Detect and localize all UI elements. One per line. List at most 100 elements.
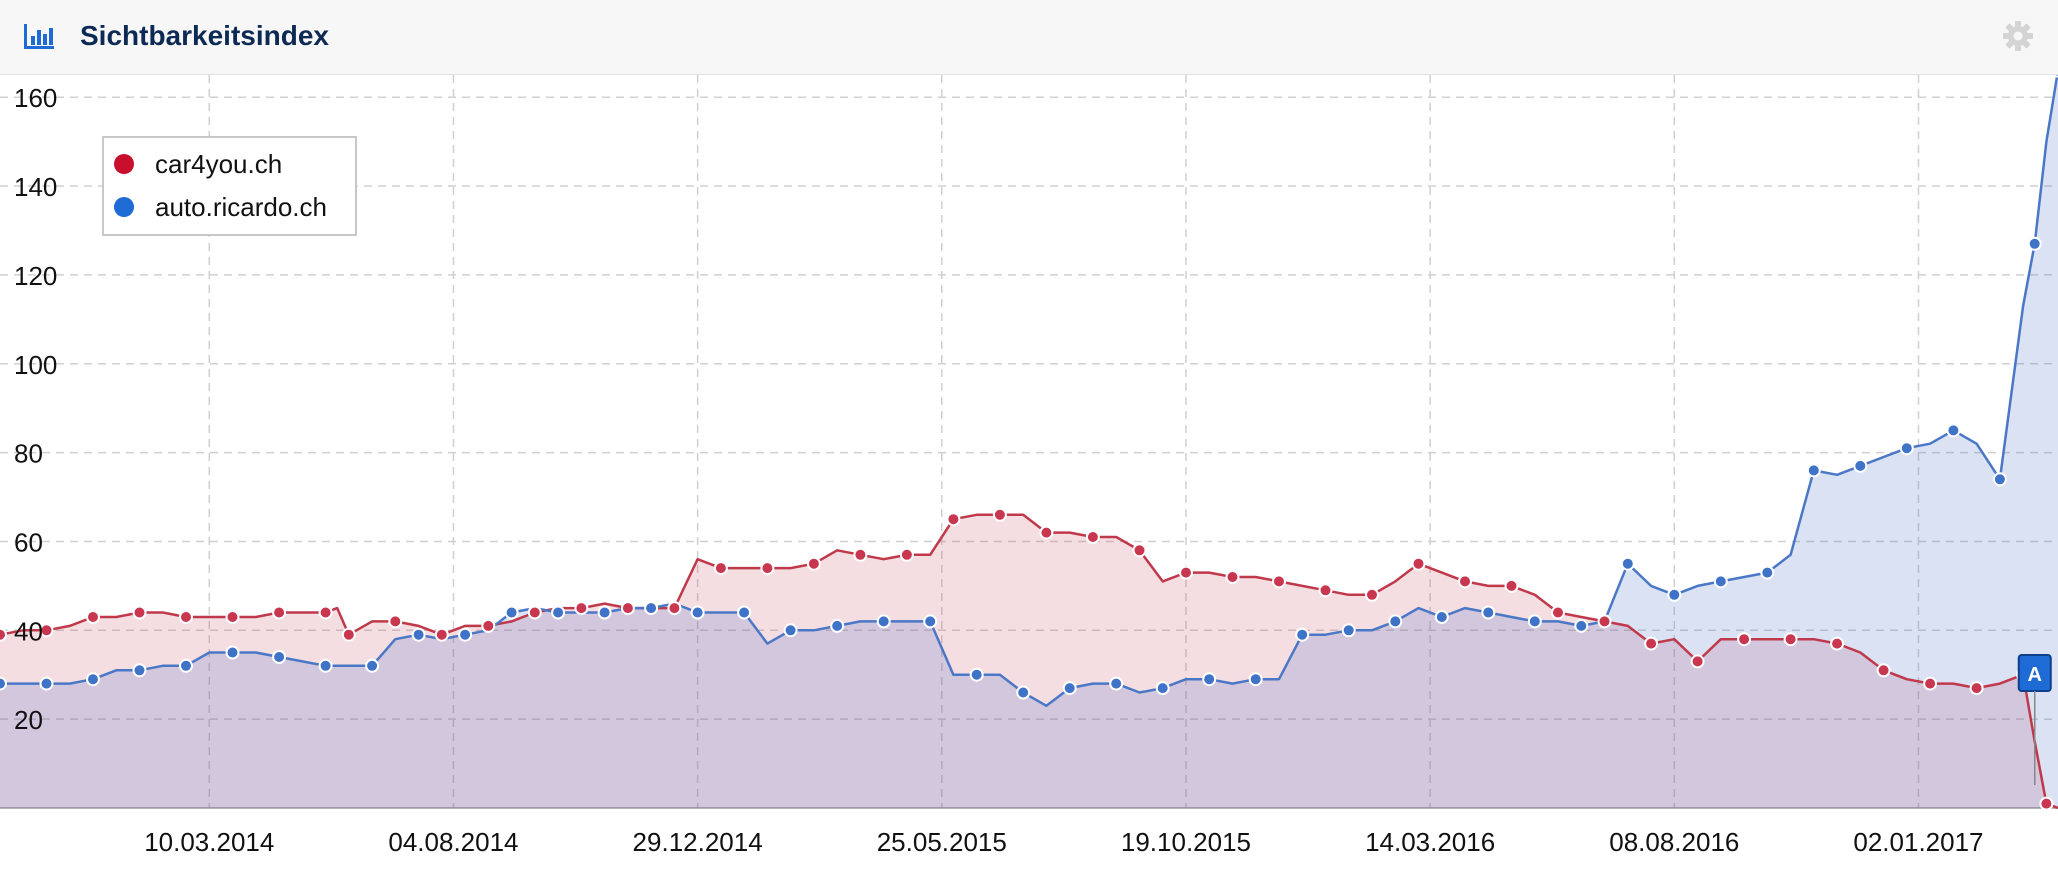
- data-point[interactable]: [992, 507, 1007, 522]
- data-point[interactable]: [39, 623, 54, 638]
- data-point[interactable]: [0, 676, 7, 691]
- data-point[interactable]: [272, 605, 287, 620]
- data-point[interactable]: [1597, 614, 1612, 629]
- data-point[interactable]: [481, 618, 496, 633]
- data-point[interactable]: [1690, 654, 1705, 669]
- data-point[interactable]: [830, 618, 845, 633]
- data-point[interactable]: [1202, 672, 1217, 687]
- data-point[interactable]: [1713, 574, 1728, 589]
- data-point[interactable]: [1388, 614, 1403, 629]
- data-point[interactable]: [1574, 618, 1589, 633]
- data-point[interactable]: [318, 658, 333, 673]
- data-point[interactable]: [2039, 796, 2054, 811]
- data-point[interactable]: [574, 601, 589, 616]
- data-point[interactable]: [1923, 676, 1938, 691]
- data-point[interactable]: [1853, 458, 1868, 473]
- annotation-label: A: [2028, 664, 2042, 686]
- data-point[interactable]: [644, 601, 659, 616]
- data-point[interactable]: [272, 650, 287, 664]
- data-point[interactable]: [1876, 663, 1891, 678]
- data-point[interactable]: [1481, 605, 1496, 620]
- data-point[interactable]: [1039, 525, 1054, 540]
- data-point[interactable]: [946, 512, 961, 527]
- data-point[interactable]: [1992, 472, 2007, 487]
- data-point[interactable]: [1969, 681, 1984, 696]
- data-point[interactable]: [1272, 574, 1286, 589]
- data-point[interactable]: [1504, 578, 1519, 593]
- data-point[interactable]: [1109, 676, 1124, 691]
- data-point[interactable]: [806, 556, 821, 571]
- data-point[interactable]: [318, 605, 333, 620]
- data-point[interactable]: [1132, 543, 1147, 558]
- data-point[interactable]: [458, 627, 473, 642]
- data-point[interactable]: [504, 605, 519, 620]
- x-tick-label: 04.08.2014: [388, 827, 518, 857]
- data-point[interactable]: [388, 614, 403, 629]
- data-point[interactable]: [0, 627, 7, 642]
- data-point[interactable]: [1620, 556, 1635, 571]
- data-point[interactable]: [1248, 672, 1263, 687]
- data-point[interactable]: [1225, 570, 1240, 584]
- data-point[interactable]: [737, 605, 752, 620]
- data-point[interactable]: [1085, 530, 1100, 544]
- legend-item-car4you[interactable]: car4you.ch: [114, 149, 282, 179]
- data-point[interactable]: [1295, 627, 1310, 642]
- data-point[interactable]: [1365, 587, 1379, 602]
- data-point[interactable]: [179, 610, 193, 624]
- data-point[interactable]: [899, 547, 914, 562]
- grid-lines: [0, 75, 2058, 809]
- line-ricardo: [0, 75, 2058, 708]
- data-point[interactable]: [411, 627, 426, 642]
- data-point[interactable]: [760, 561, 775, 576]
- data-point[interactable]: [365, 658, 380, 673]
- data-point[interactable]: [1411, 556, 1426, 571]
- data-point[interactable]: [1737, 632, 1752, 647]
- data-point[interactable]: [132, 663, 147, 678]
- data-point[interactable]: [225, 645, 240, 660]
- data-point[interactable]: [853, 547, 868, 562]
- data-point[interactable]: [690, 605, 705, 620]
- data-point[interactable]: [1760, 565, 1775, 580]
- data-point[interactable]: [1179, 565, 1193, 580]
- data-point[interactable]: [39, 676, 54, 691]
- data-point[interactable]: [341, 627, 356, 642]
- data-point[interactable]: [2027, 236, 2042, 251]
- data-point[interactable]: [1341, 623, 1356, 638]
- legend-item-ricardo[interactable]: auto.ricardo.ch: [114, 192, 327, 222]
- data-point[interactable]: [132, 605, 147, 620]
- data-point[interactable]: [667, 601, 682, 616]
- data-point[interactable]: [86, 610, 100, 624]
- data-point[interactable]: [1155, 681, 1170, 696]
- data-point[interactable]: [1667, 587, 1682, 602]
- data-point[interactable]: [1016, 685, 1031, 700]
- data-point[interactable]: [1806, 463, 1821, 478]
- data-point[interactable]: [1644, 636, 1659, 651]
- series-points: [0, 75, 2058, 811]
- data-point[interactable]: [923, 614, 938, 629]
- data-point[interactable]: [969, 667, 984, 682]
- data-point[interactable]: [876, 614, 891, 629]
- data-point[interactable]: [1946, 423, 1961, 438]
- y-axis-labels: 20 40 60 80 100 120 140 160: [14, 83, 57, 735]
- data-point[interactable]: [1551, 605, 1565, 620]
- data-point[interactable]: [1458, 574, 1472, 589]
- data-point[interactable]: [597, 605, 612, 620]
- data-point[interactable]: [1830, 636, 1845, 651]
- data-point[interactable]: [1783, 632, 1798, 647]
- data-point[interactable]: [783, 623, 798, 638]
- data-point[interactable]: [434, 627, 449, 642]
- data-point[interactable]: [1527, 614, 1542, 629]
- data-point[interactable]: [179, 658, 193, 673]
- gear-icon[interactable]: [2002, 20, 2034, 52]
- data-point[interactable]: [1062, 681, 1077, 696]
- data-point[interactable]: [527, 605, 542, 620]
- data-point[interactable]: [1434, 610, 1449, 624]
- data-point[interactable]: [1318, 583, 1333, 598]
- data-point[interactable]: [86, 672, 100, 687]
- data-point[interactable]: [551, 605, 566, 620]
- data-point[interactable]: [2052, 75, 2058, 78]
- data-point[interactable]: [225, 610, 240, 624]
- data-point[interactable]: [1899, 441, 1914, 456]
- data-point[interactable]: [713, 561, 728, 576]
- data-point[interactable]: [620, 601, 635, 616]
